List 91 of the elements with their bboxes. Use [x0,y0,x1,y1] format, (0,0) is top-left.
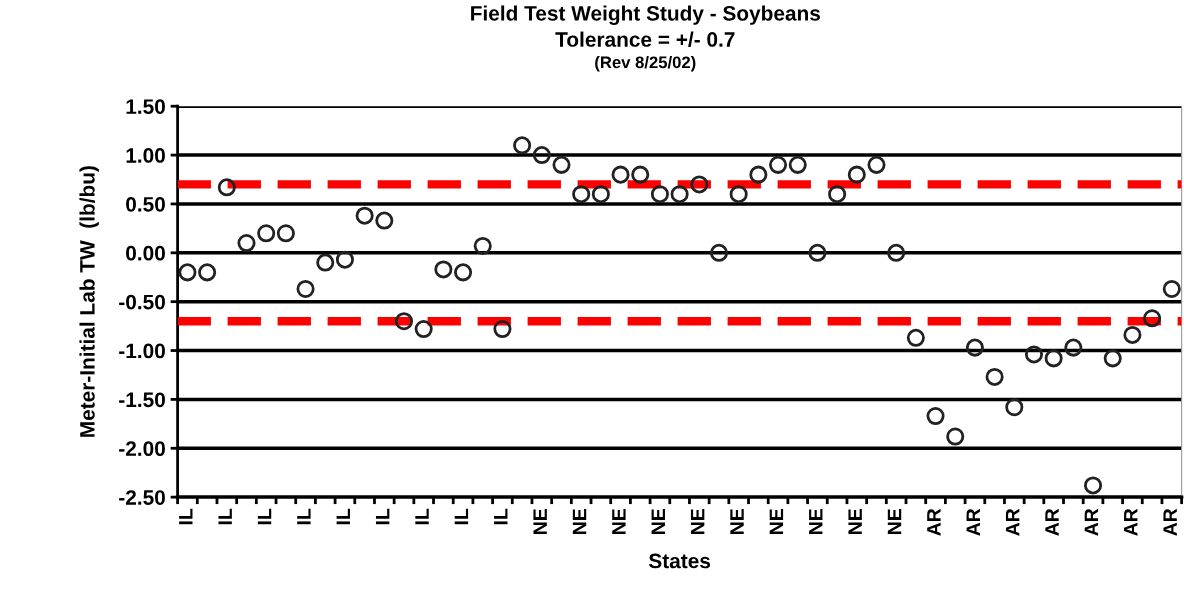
y-tick-label: 1.50 [126,99,165,114]
point [690,175,709,194]
point [276,224,295,243]
x-tick-label: IL [336,508,350,525]
point [257,224,276,243]
x-tick-label: NE [848,509,862,534]
point [1044,349,1063,368]
point [591,185,610,204]
x-tick-label: IL [375,508,390,525]
point [1143,309,1162,328]
point [828,185,847,204]
point [769,155,788,174]
point [296,279,315,298]
x-tick-label: IL [257,508,272,525]
x-tick-label: NE [809,509,823,534]
point [335,250,354,269]
x-tick-label: NE [769,509,784,534]
point [434,260,453,279]
point [1024,345,1044,364]
point [906,328,925,347]
y-axis-title: Meter-Initial Lab TW (lb/bu) [79,166,99,437]
x-tick-label: AR [1124,508,1138,536]
x-tick-label: IL [218,508,232,525]
point [946,427,965,446]
point [355,206,374,225]
x-tick-label: AR [1005,508,1020,536]
point [532,146,551,165]
point [1123,325,1142,344]
chart-title: Field Test Weight Study - Soybeans [471,5,821,25]
x-tick-label: NE [690,509,705,534]
point [217,178,236,197]
x-tick-label: NE [730,509,744,534]
point [670,185,689,204]
y-tick-label: -2.00 [119,441,165,457]
x-tick-label: IL [179,508,193,525]
text: (Rev 8/25/02) [595,55,696,72]
y-tick-label: 1.00 [126,148,165,163]
point [1064,338,1083,357]
y-tick-label: -2.50 [119,490,165,505]
x-tick-label: AR [1163,508,1177,536]
point [965,338,984,357]
point [198,263,217,282]
y-tick-label: 0.50 [126,196,165,212]
chart-subtitle: Tolerance = +/- 0.7 [555,31,735,48]
point [867,155,886,174]
x-tick-label: NE [651,509,665,534]
point [473,236,492,255]
x-tick-label: NE [612,509,626,534]
point [847,165,866,184]
point [237,234,256,253]
point [788,155,807,174]
point [729,185,748,204]
point [178,263,197,282]
y-tick-label: -1.00 [119,343,165,359]
point [749,165,768,184]
x-tick-label: IL [494,508,508,525]
point [631,165,650,184]
point [1103,349,1122,368]
point [316,253,335,272]
x-tick-label: IL [415,508,429,525]
x-tick-label: AR [1045,508,1059,536]
y-tick-label: -0.50 [119,294,165,310]
point [1084,476,1103,495]
point [414,320,433,339]
x-tick-label: AR [1084,508,1099,536]
x-tick-label: IL [297,508,311,525]
x-axis-title: States [648,553,711,569]
y-tick-label: 0.00 [126,245,165,261]
point [552,155,571,174]
x-tick-label: NE [533,509,547,534]
point [394,312,414,331]
point [985,367,1004,386]
x-tick-label: NE [572,509,587,534]
point [1005,398,1024,417]
point [493,320,512,339]
point [709,243,729,262]
x-tick-label: AR [966,508,980,536]
point [650,185,669,204]
x-tick-label: IL [454,508,469,525]
point [926,406,945,426]
point [808,243,827,262]
y-tick-label: -1.50 [119,392,165,408]
x-tick-label: NE [887,509,902,534]
point [1162,279,1181,298]
point [611,165,630,184]
point [887,243,906,262]
point [375,211,394,230]
point [454,263,473,282]
point [513,136,532,155]
point [572,185,591,204]
x-tick-label: AR [927,508,941,536]
